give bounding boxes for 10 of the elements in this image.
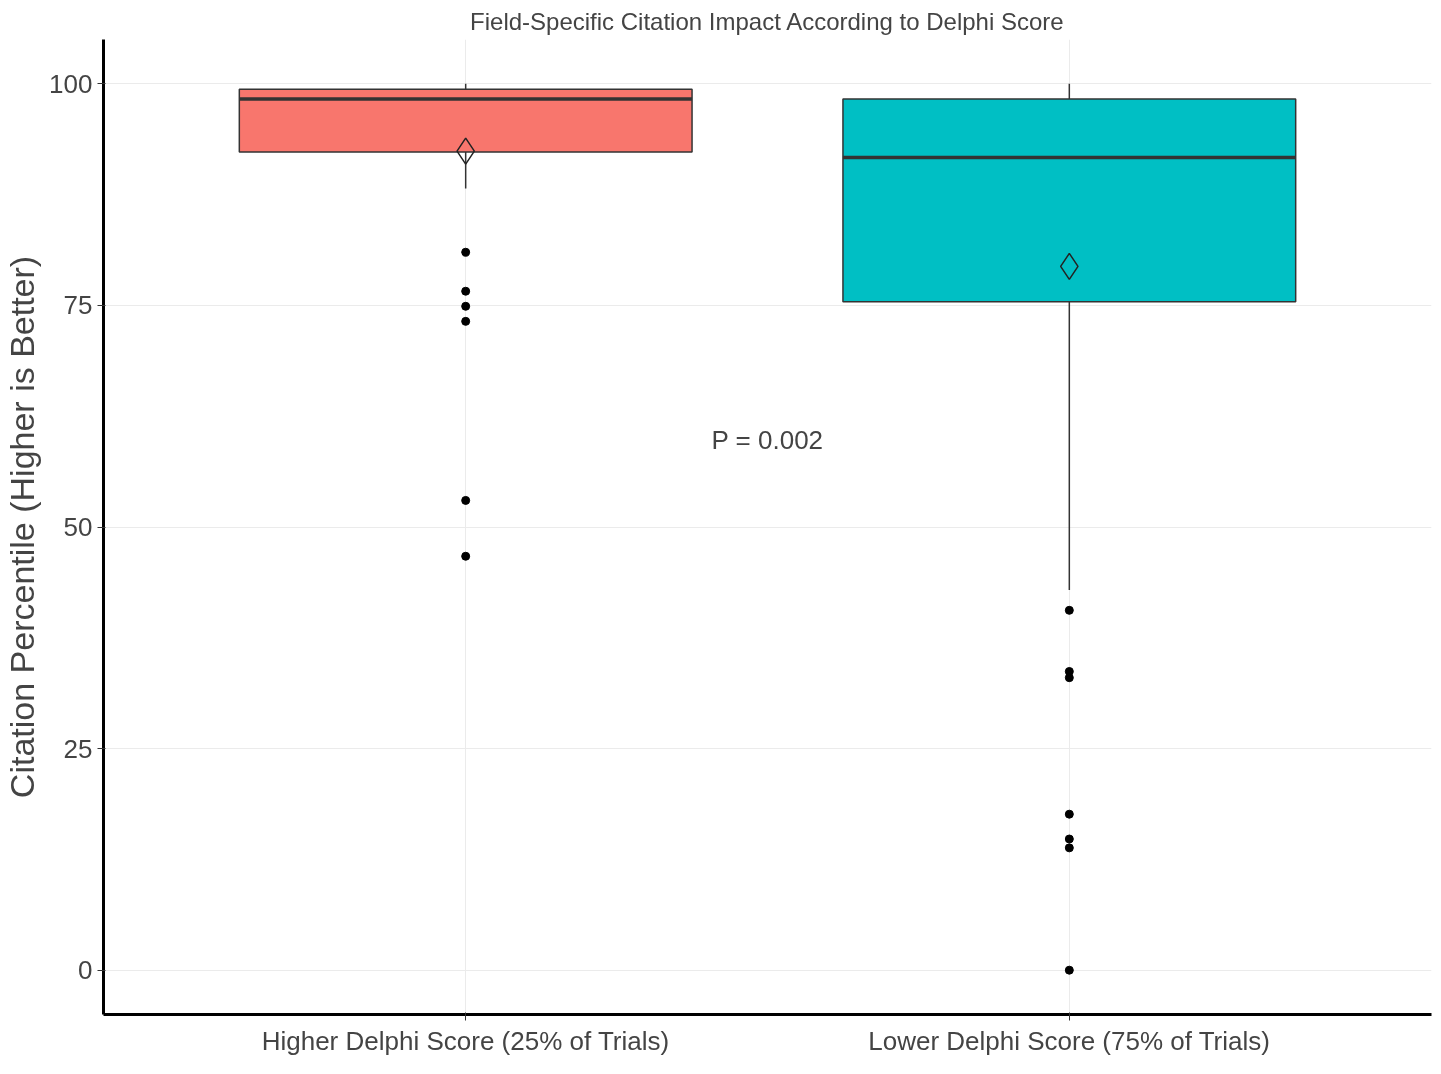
annotation: P = 0.002	[711, 424, 824, 455]
x-tick-label: Higher Delphi Score (25% of Trials)	[261, 1025, 670, 1056]
x-tick-label: Lower Delphi Score (75% of Trials)	[868, 1025, 1270, 1056]
y-tick-label: 50	[63, 512, 93, 542]
y-tick-label: 75	[63, 290, 93, 321]
y-tick-label: 0	[78, 955, 93, 986]
y-tick-label: 25	[63, 733, 93, 764]
chart-title: Field-Specific Citation Impact According to Delphi Score	[470, 7, 1064, 35]
y-tick-label: 100	[49, 68, 93, 99]
y-axis-title: Citation Percentile (Higher is Better)	[3, 255, 42, 799]
